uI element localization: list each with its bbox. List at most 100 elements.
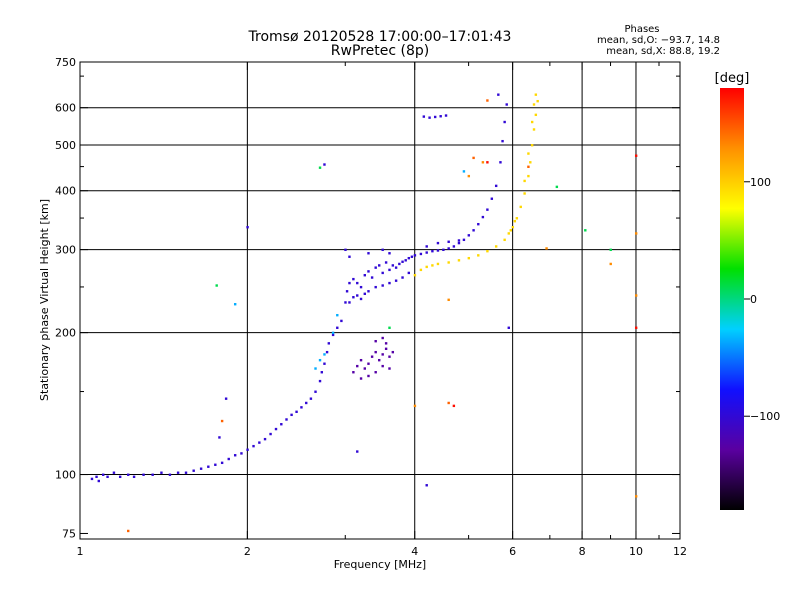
colorbar-tick-label: 0 bbox=[750, 293, 757, 306]
data-point bbox=[184, 471, 188, 474]
data-point bbox=[457, 239, 461, 242]
data-point bbox=[394, 279, 398, 282]
data-point bbox=[359, 377, 363, 380]
data-point bbox=[486, 208, 489, 211]
data-point bbox=[336, 313, 339, 317]
data-point bbox=[314, 390, 317, 393]
data-point bbox=[467, 256, 471, 260]
plot-frame bbox=[79, 61, 681, 540]
data-point bbox=[447, 401, 450, 405]
colorbar-tick-label: 100 bbox=[750, 176, 771, 189]
data-point bbox=[127, 473, 130, 476]
data-point bbox=[431, 264, 434, 267]
data-point bbox=[224, 397, 228, 400]
data-point bbox=[467, 174, 471, 178]
colorbar bbox=[720, 88, 744, 510]
data-point bbox=[381, 336, 384, 340]
data-point bbox=[199, 467, 203, 470]
data-point bbox=[497, 93, 500, 96]
data-point bbox=[309, 397, 313, 400]
data-point bbox=[436, 249, 440, 252]
data-point bbox=[323, 353, 326, 356]
phase-stats-heading: Phases bbox=[624, 24, 659, 35]
data-point bbox=[486, 99, 489, 102]
data-point bbox=[584, 229, 587, 232]
data-point bbox=[327, 342, 331, 345]
x-tick-label: 6 bbox=[509, 545, 516, 558]
data-point bbox=[192, 469, 195, 472]
x-tick-label: 1 bbox=[77, 545, 84, 558]
data-point bbox=[519, 205, 522, 209]
data-point bbox=[407, 271, 411, 275]
data-point bbox=[274, 427, 278, 431]
data-point bbox=[176, 471, 180, 474]
data-point bbox=[374, 339, 377, 343]
x-tick-label: 8 bbox=[579, 545, 586, 558]
data-point bbox=[269, 432, 272, 436]
data-point bbox=[388, 367, 391, 370]
data-point bbox=[323, 163, 326, 166]
y-tick-label: 500 bbox=[55, 139, 76, 152]
data-point bbox=[345, 290, 349, 293]
data-point bbox=[381, 353, 384, 356]
data-point bbox=[477, 222, 480, 226]
data-point bbox=[214, 463, 217, 466]
data-point bbox=[404, 259, 407, 262]
data-point bbox=[462, 238, 466, 242]
data-point bbox=[102, 473, 105, 476]
data-point bbox=[97, 479, 100, 483]
data-point bbox=[381, 248, 384, 252]
data-point bbox=[452, 404, 456, 408]
data-point bbox=[127, 529, 130, 533]
data-point bbox=[90, 477, 94, 481]
data-point bbox=[425, 245, 428, 248]
data-point bbox=[499, 161, 502, 164]
data-point bbox=[433, 115, 437, 119]
data-point bbox=[530, 144, 534, 147]
data-point bbox=[233, 303, 237, 306]
data-point bbox=[609, 248, 612, 252]
chart-title: Tromsø 20120528 17:00:00–17:01:43 bbox=[248, 29, 512, 45]
data-point bbox=[263, 437, 267, 441]
data-point bbox=[477, 254, 480, 257]
phase-stats-o: mean, sd,O: −93.7, 14.8 bbox=[597, 35, 720, 46]
data-point bbox=[634, 495, 638, 498]
data-point bbox=[370, 276, 374, 279]
data-point bbox=[344, 301, 347, 304]
data-point bbox=[215, 284, 218, 287]
y-tick-label: 400 bbox=[55, 185, 76, 198]
data-point bbox=[384, 347, 388, 350]
data-point bbox=[378, 264, 381, 267]
data-point bbox=[527, 152, 530, 155]
data-point bbox=[285, 418, 288, 421]
data-point bbox=[95, 475, 98, 479]
data-point bbox=[246, 448, 249, 451]
data-point bbox=[118, 475, 122, 479]
data-point bbox=[401, 260, 404, 263]
data-point bbox=[439, 115, 442, 118]
phase-stats-x: mean, sd,X: 88.8, 19.2 bbox=[606, 46, 720, 57]
data-point bbox=[381, 284, 384, 287]
data-point bbox=[344, 248, 347, 252]
data-point bbox=[363, 292, 366, 296]
y-tick-label: 300 bbox=[55, 244, 76, 257]
data-point bbox=[634, 294, 638, 297]
data-point bbox=[507, 232, 510, 235]
data-point bbox=[381, 271, 384, 275]
x-tick-label: 2 bbox=[244, 545, 251, 558]
data-point bbox=[428, 116, 431, 119]
y-tick-label: 750 bbox=[55, 56, 76, 69]
data-point bbox=[515, 217, 519, 220]
data-point bbox=[106, 475, 109, 479]
data-point bbox=[634, 232, 638, 235]
data-point bbox=[359, 285, 363, 289]
data-point bbox=[367, 270, 370, 273]
data-point bbox=[534, 113, 538, 117]
data-point bbox=[160, 471, 163, 474]
data-point bbox=[220, 419, 224, 423]
data-point bbox=[447, 261, 450, 264]
data-point bbox=[545, 247, 548, 250]
y-tick-label: 75 bbox=[62, 527, 76, 540]
data-point bbox=[534, 93, 538, 96]
data-point bbox=[363, 367, 366, 370]
